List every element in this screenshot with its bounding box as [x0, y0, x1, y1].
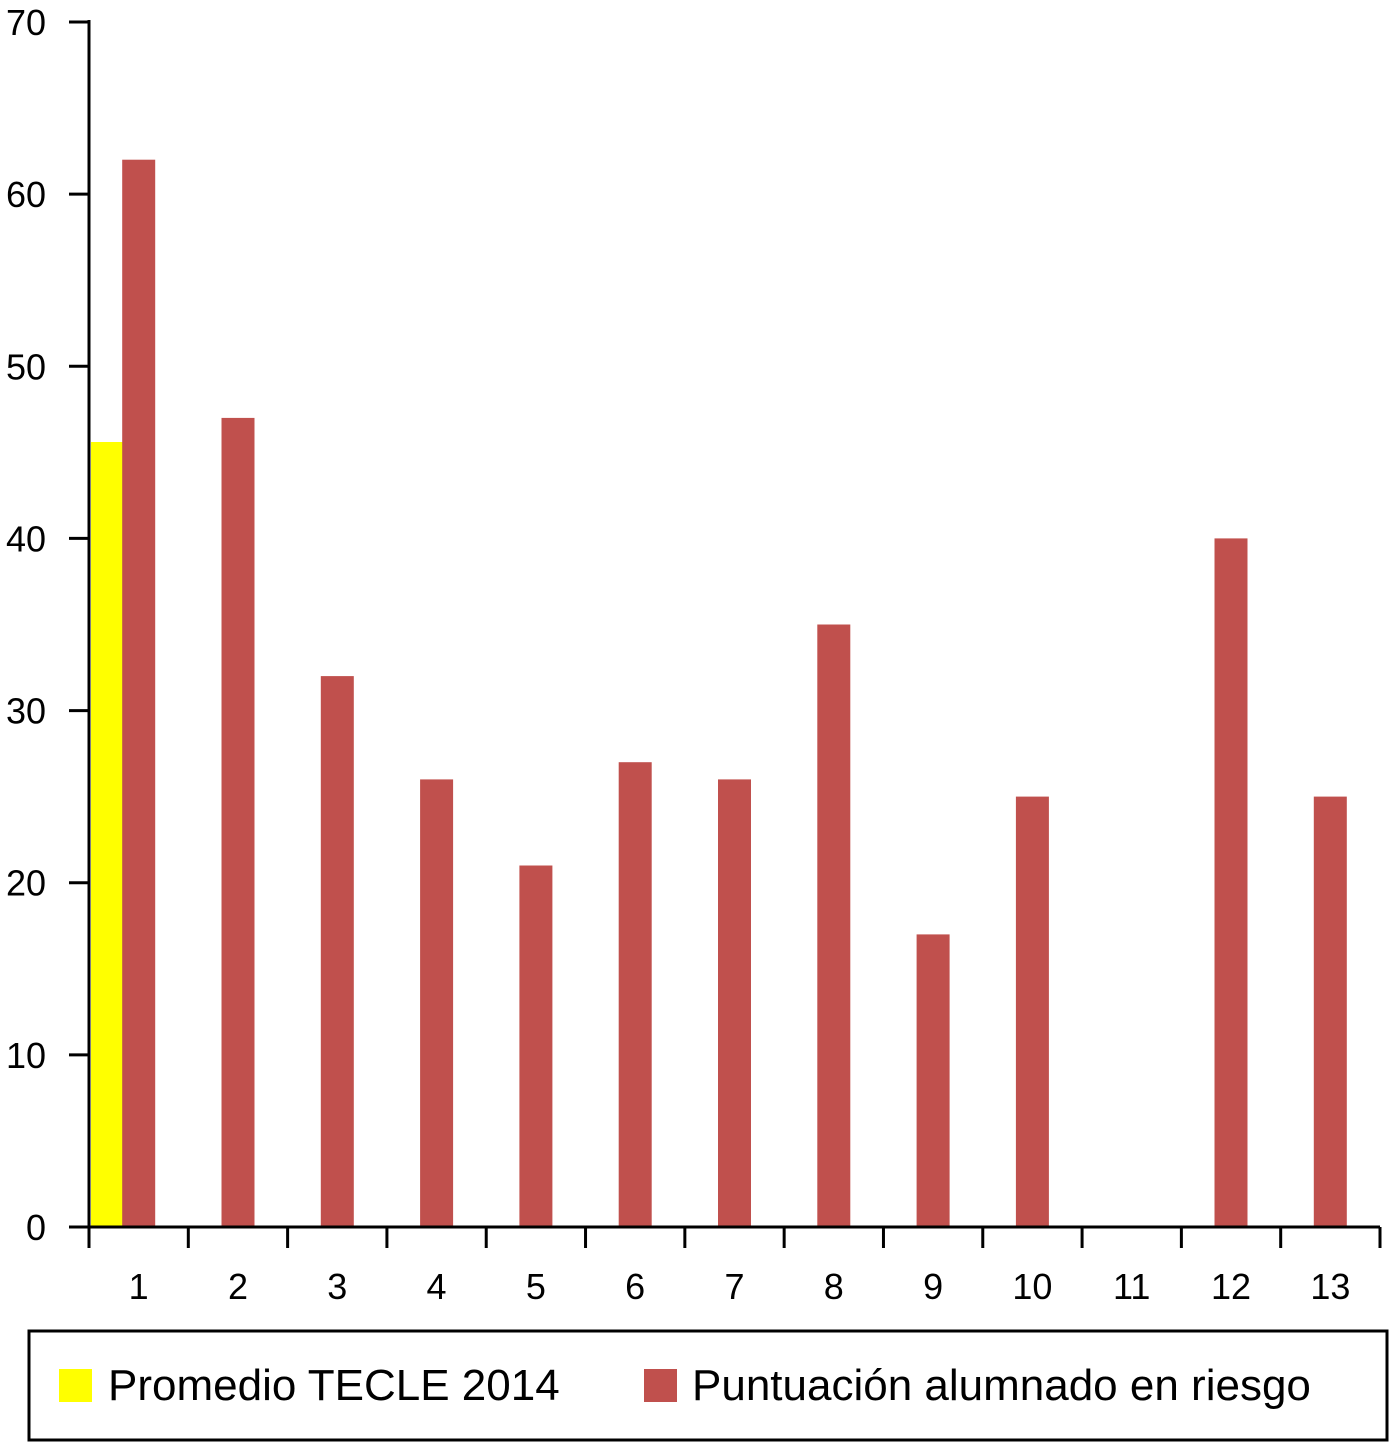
bar-series2-cat12 [1214, 538, 1248, 1227]
x-tick-label: 5 [526, 1266, 546, 1307]
bar-series2-cat3 [320, 676, 354, 1227]
bar-series2-cat8 [817, 624, 851, 1227]
x-tick-label: 8 [824, 1266, 844, 1307]
bar-series2-cat9 [916, 934, 950, 1227]
bar-series2-cat10 [1015, 796, 1049, 1227]
y-tick-label: 70 [6, 2, 46, 43]
y-tick-label: 20 [6, 863, 46, 904]
y-tick-label: 50 [6, 346, 46, 387]
x-tick-label: 1 [129, 1266, 149, 1307]
legend-box [27, 1329, 1389, 1442]
bar-series2-cat2 [221, 417, 255, 1227]
y-tick-label: 30 [6, 691, 46, 732]
x-tick-label: 11 [1113, 1266, 1150, 1307]
bar-series2-cat1 [122, 159, 156, 1228]
legend-swatch-series1 [59, 1369, 92, 1402]
legend: Promedio TECLE 2014 Puntuación alumnado e… [27, 1329, 1389, 1442]
x-tick-label: 4 [427, 1266, 447, 1307]
y-tick-label: 40 [6, 518, 46, 559]
bar-series2-cat6 [618, 762, 652, 1227]
x-tick-label: 9 [923, 1266, 943, 1307]
bar-series2-cat13 [1313, 796, 1347, 1227]
bar-series2-cat5 [519, 865, 553, 1227]
legend-label-series1: Promedio TECLE 2014 [108, 1361, 560, 1410]
x-tick-label: 13 [1310, 1266, 1350, 1307]
x-tick-label: 7 [724, 1266, 744, 1307]
x-tick-label: 6 [625, 1266, 645, 1307]
y-tick-label: 10 [6, 1035, 46, 1076]
x-tick-label: 10 [1012, 1266, 1052, 1307]
bars-layer [91, 159, 1347, 1228]
bar-series2-cat4 [420, 779, 454, 1227]
x-tick-label: 3 [327, 1266, 347, 1307]
y-tick-label: 0 [26, 1207, 46, 1248]
legend-label-series2: Puntuación alumnado en riesgo [692, 1361, 1311, 1410]
y-tick-label: 60 [6, 174, 46, 215]
x-tick-label: 2 [228, 1266, 248, 1307]
x-tick-label: 12 [1211, 1266, 1251, 1307]
legend-swatch-series2 [644, 1369, 677, 1402]
bar-series2-cat7 [718, 779, 751, 1227]
bar-series1-cat1 [91, 442, 124, 1227]
